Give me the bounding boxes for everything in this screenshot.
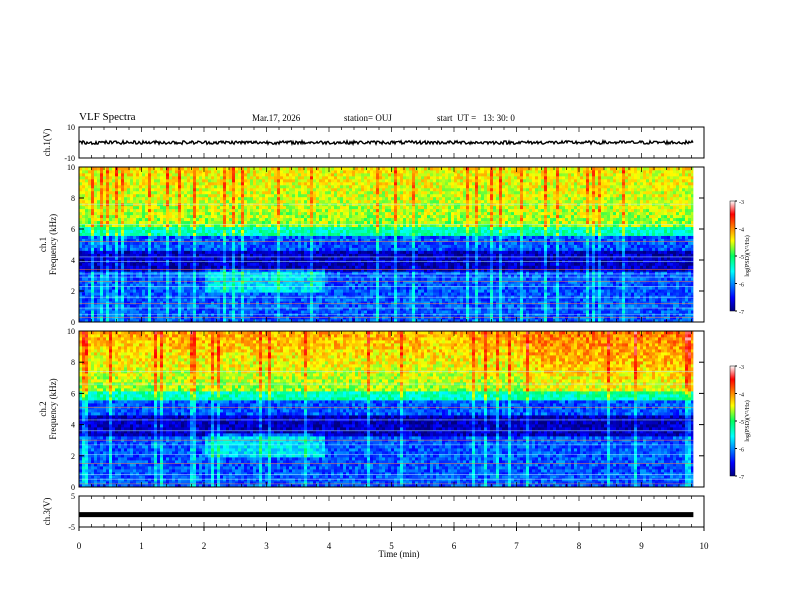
y-axis-label: Frequency (kHz) [48, 214, 58, 275]
y-tick-label: 10 [67, 123, 75, 132]
y-tick-label: 6 [71, 225, 75, 234]
colorbar-tick-label: -7 [739, 475, 744, 481]
y-tick-label: 6 [71, 389, 75, 398]
y-axis-label: Frequency (kHz) [48, 378, 58, 439]
colorbar-1 [729, 200, 736, 312]
x-tick-label: 4 [327, 541, 332, 551]
x-tick-label: 6 [452, 541, 457, 551]
y-tick-label: 4 [71, 421, 75, 430]
x-axis-label: Time (min) [379, 549, 420, 559]
y-tick-label: 2 [71, 287, 75, 296]
figure-title: VLF Spectra [79, 111, 136, 123]
x-tick-label: 8 [577, 541, 582, 551]
y-tick-label: 0 [71, 483, 75, 492]
colorbar-2 [729, 365, 736, 477]
start-time-label: start UT = 13: 30: 0 [437, 113, 515, 123]
x-tick-label: 7 [514, 541, 519, 551]
x-tick-label: 10 [700, 541, 710, 551]
x-tick-label: 1 [139, 541, 144, 551]
date-label: Mar.17, 2026 [252, 113, 300, 123]
station-label: station= OUJ [344, 113, 392, 123]
ch1-waveform-trace [78, 138, 694, 147]
y-tick-label: 4 [71, 256, 75, 265]
colorbar-label: log(PSD)(V²/Hz) [744, 400, 751, 441]
colorbar-tick-label: -6 [739, 448, 744, 454]
y-tick-label: 8 [71, 194, 75, 203]
colorbar-tick-label: -4 [739, 393, 744, 399]
colorbar-tick-label: -4 [739, 228, 744, 234]
colorbar-label: log(PSD)(V²/Hz) [744, 235, 751, 276]
y-tick-label: -10 [64, 154, 75, 163]
colorbar-tick-label: -7 [739, 310, 744, 316]
colorbar-tick-label: -5 [739, 420, 744, 426]
colorbar-tick-label: -6 [739, 283, 744, 289]
colorbar-tick-label: -3 [739, 200, 744, 206]
x-tick-label: 9 [639, 541, 644, 551]
panel-channel-label: ch.2 [38, 401, 48, 416]
x-tick-label: 0 [77, 541, 82, 551]
y-tick-label: 10 [67, 327, 75, 336]
colorbar-tick-label: -3 [739, 365, 744, 371]
y-tick-label: 10 [67, 163, 75, 172]
x-tick-label: 5 [389, 541, 394, 551]
y-tick-label: 5 [71, 492, 75, 501]
ch2-spectrogram-image [79, 331, 704, 488]
y-tick-label: -5 [68, 523, 75, 532]
y-tick-label: 8 [71, 358, 75, 367]
x-tick-label: 3 [264, 541, 269, 551]
ch1-spectrogram-image [79, 167, 704, 323]
colorbar-tick-label: -5 [739, 255, 744, 261]
x-tick-label: 2 [202, 541, 207, 551]
y-tick-label: 2 [71, 452, 75, 461]
panel-channel-label: ch.1 [38, 237, 48, 252]
y-axis-label: ch.3(V) [42, 498, 52, 526]
y-tick-label: 0 [71, 318, 75, 327]
y-axis-label: ch.1(V) [42, 129, 52, 157]
